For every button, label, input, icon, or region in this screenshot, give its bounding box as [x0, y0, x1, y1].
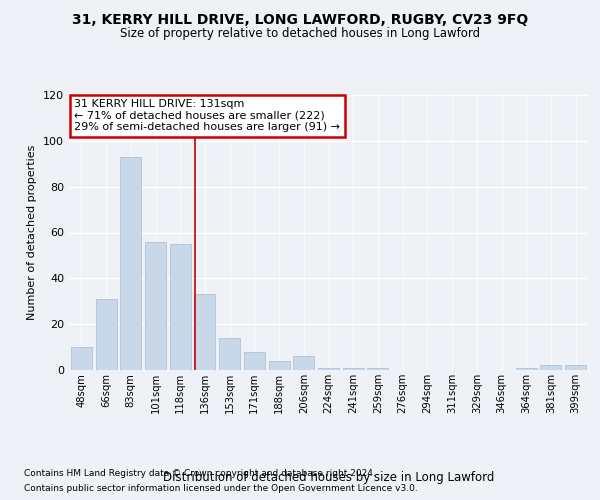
- Bar: [244, 352, 265, 370]
- Bar: [269, 361, 290, 370]
- Bar: [219, 338, 240, 370]
- Bar: [120, 157, 141, 370]
- Bar: [293, 356, 314, 370]
- Text: 31 KERRY HILL DRIVE: 131sqm
← 71% of detached houses are smaller (222)
29% of se: 31 KERRY HILL DRIVE: 131sqm ← 71% of det…: [74, 99, 340, 132]
- Text: Size of property relative to detached houses in Long Lawford: Size of property relative to detached ho…: [120, 28, 480, 40]
- Y-axis label: Number of detached properties: Number of detached properties: [28, 145, 37, 320]
- Bar: [71, 347, 92, 370]
- Text: Contains public sector information licensed under the Open Government Licence v3: Contains public sector information licen…: [24, 484, 418, 493]
- Text: Contains HM Land Registry data © Crown copyright and database right 2024.: Contains HM Land Registry data © Crown c…: [24, 469, 376, 478]
- Bar: [145, 242, 166, 370]
- Bar: [516, 368, 537, 370]
- X-axis label: Distribution of detached houses by size in Long Lawford: Distribution of detached houses by size …: [163, 472, 494, 484]
- Bar: [565, 366, 586, 370]
- Bar: [194, 294, 215, 370]
- Bar: [541, 366, 562, 370]
- Bar: [367, 368, 388, 370]
- Bar: [343, 368, 364, 370]
- Text: 31, KERRY HILL DRIVE, LONG LAWFORD, RUGBY, CV23 9FQ: 31, KERRY HILL DRIVE, LONG LAWFORD, RUGB…: [72, 12, 528, 26]
- Bar: [318, 368, 339, 370]
- Bar: [170, 244, 191, 370]
- Bar: [95, 299, 116, 370]
